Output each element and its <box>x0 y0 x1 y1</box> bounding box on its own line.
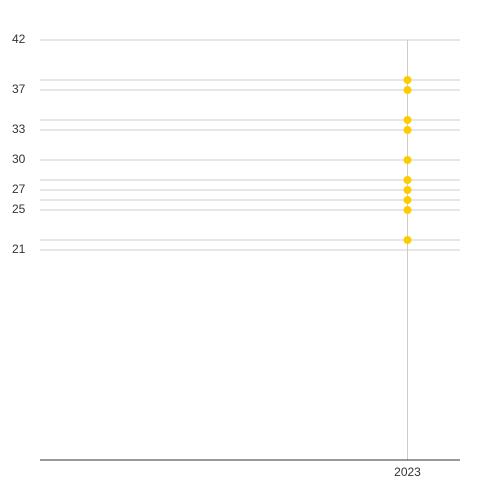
y-tick-label: 21 <box>12 242 26 256</box>
point <box>403 206 412 214</box>
point <box>403 186 412 194</box>
y-tick-label: 30 <box>12 152 26 166</box>
point <box>403 76 412 84</box>
y-tick-label: 27 <box>12 182 26 196</box>
x-tick-label: 2023 <box>394 465 421 479</box>
y-tick-label: 37 <box>12 82 26 96</box>
point <box>403 156 412 164</box>
point <box>403 236 412 244</box>
y-tick-label: 33 <box>12 122 26 136</box>
y-tick-label: 42 <box>12 32 26 46</box>
point <box>403 116 412 124</box>
y-tick-label: 25 <box>12 202 26 216</box>
point <box>403 196 412 204</box>
point <box>403 126 412 134</box>
point <box>403 176 412 184</box>
point <box>403 86 412 94</box>
